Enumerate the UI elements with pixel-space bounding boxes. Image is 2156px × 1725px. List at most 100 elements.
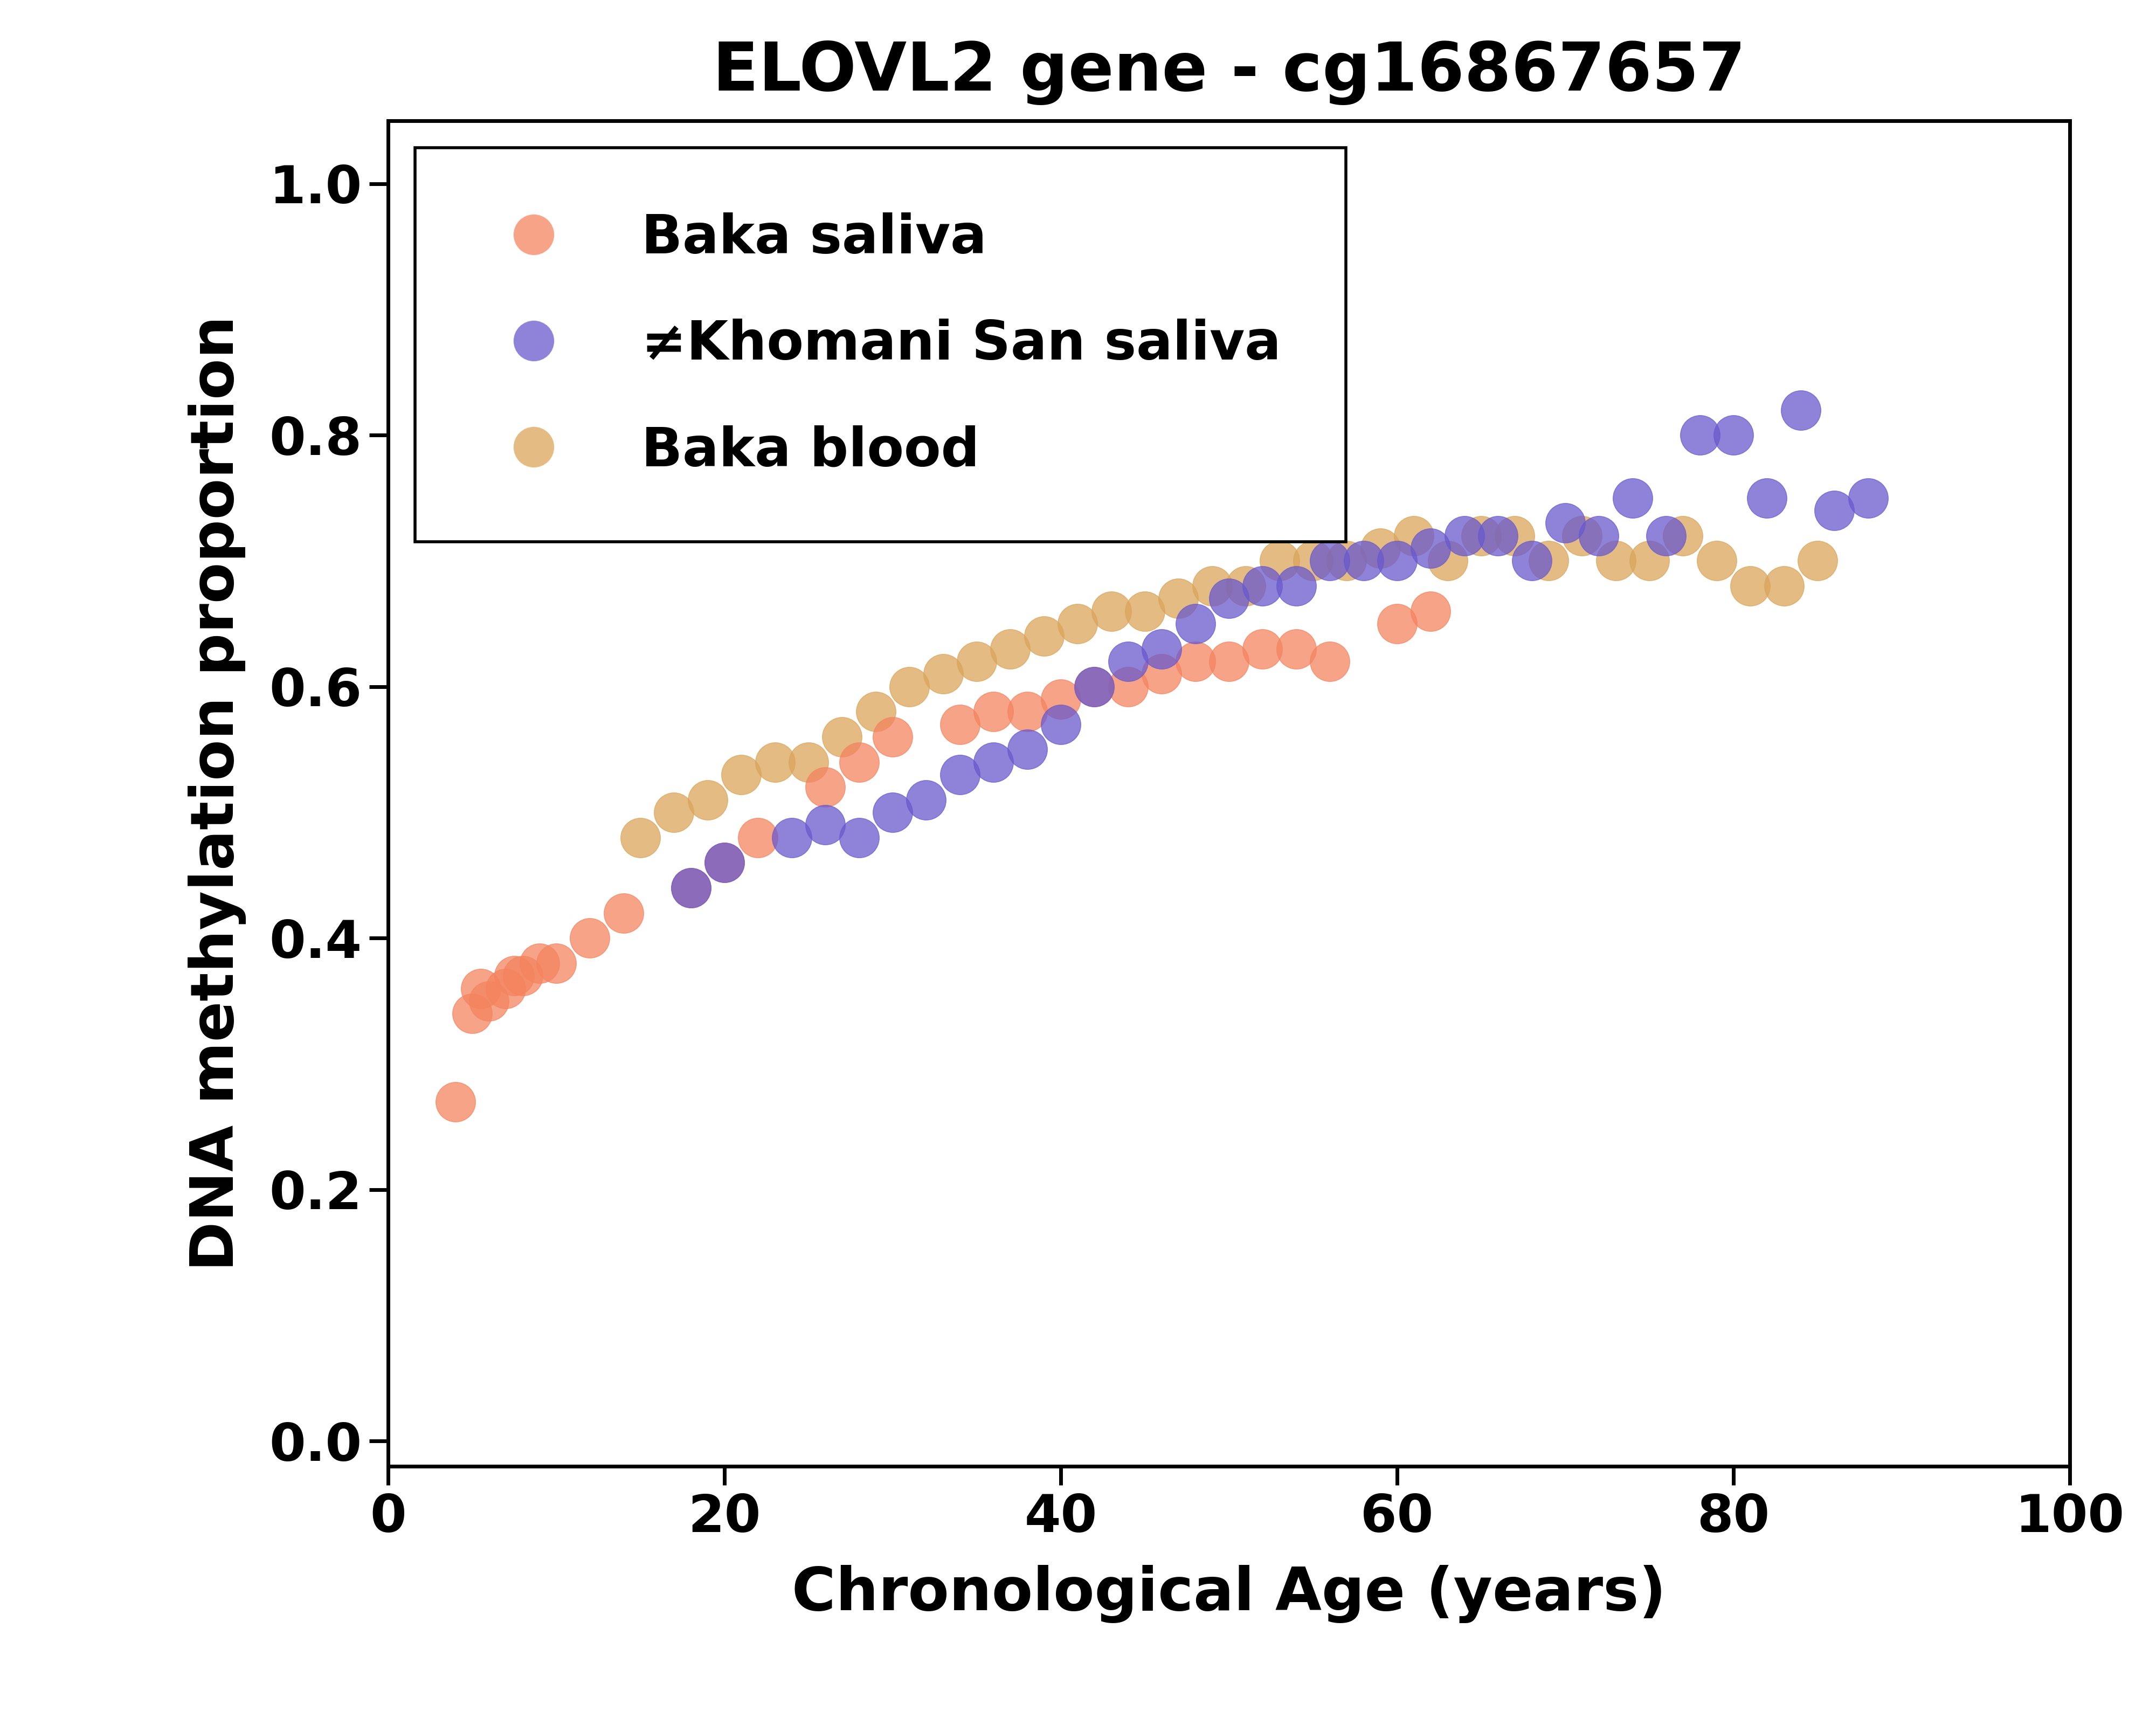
Baka blood (757, 749, 791, 776)
Baka saliva (496, 963, 533, 990)
Baka saliva (1380, 611, 1414, 638)
≠Khomani San saliva (1649, 523, 1684, 550)
Baka blood (724, 761, 759, 788)
Baka saliva (673, 875, 707, 902)
≠Khomani San saliva (1313, 547, 1348, 574)
Baka blood (1464, 523, 1498, 550)
≠Khomani San saliva (1818, 497, 1852, 524)
≠Khomani San saliva (1177, 611, 1212, 638)
Baka blood (1363, 535, 1397, 562)
Baka blood (1061, 611, 1095, 638)
Baka saliva (1078, 673, 1112, 700)
Baka saliva (1246, 635, 1281, 662)
≠Khomani San saliva (1246, 573, 1281, 600)
Baka saliva (1044, 685, 1078, 712)
Baka blood (1330, 547, 1365, 574)
Baka blood (1667, 523, 1701, 550)
≠Khomani San saliva (1212, 585, 1246, 612)
Baka blood (1766, 573, 1800, 600)
Baka saliva (808, 773, 843, 800)
Baka blood (1632, 547, 1667, 574)
Baka saliva (1009, 699, 1044, 726)
Baka saliva (472, 987, 507, 1014)
≠Khomani San saliva (1548, 509, 1583, 536)
≠Khomani San saliva (1145, 635, 1179, 662)
Title: ELOVL2 gene - cg16867657: ELOVL2 gene - cg16867657 (711, 40, 1746, 105)
Baka blood (893, 673, 927, 700)
Baka blood (623, 825, 658, 852)
≠Khomani San saliva (1716, 421, 1751, 448)
Baka saliva (977, 699, 1011, 726)
≠Khomani San saliva (1751, 485, 1785, 512)
Baka blood (791, 749, 826, 776)
Baka saliva (505, 963, 539, 990)
Baka blood (826, 723, 860, 750)
Baka blood (1565, 523, 1600, 550)
Baka saliva (539, 949, 573, 976)
≠Khomani San saliva (1514, 547, 1548, 574)
≠Khomani San saliva (875, 799, 910, 826)
Baka saliva (522, 949, 556, 976)
Legend: Baka saliva, ≠Khomani San saliva, Baka blood: Baka saliva, ≠Khomani San saliva, Baka b… (414, 148, 1345, 542)
Baka saliva (1177, 647, 1212, 674)
≠Khomani San saliva (942, 761, 977, 788)
≠Khomani San saliva (1682, 421, 1716, 448)
Baka saliva (1212, 647, 1246, 674)
Baka blood (1296, 547, 1330, 574)
Baka blood (1531, 547, 1565, 574)
Baka blood (658, 799, 692, 826)
Y-axis label: DNA methylation proportion: DNA methylation proportion (188, 316, 246, 1271)
≠Khomani San saliva (1615, 485, 1649, 512)
≠Khomani San saliva (673, 875, 707, 902)
≠Khomani San saliva (774, 825, 808, 852)
≠Khomani San saliva (1380, 547, 1414, 574)
Baka saliva (438, 1088, 472, 1116)
Baka blood (1598, 547, 1632, 574)
Baka blood (1229, 573, 1263, 600)
≠Khomani San saliva (1850, 485, 1884, 512)
≠Khomani San saliva (1583, 523, 1617, 550)
Baka saliva (942, 711, 977, 738)
Baka blood (1498, 523, 1533, 550)
≠Khomani San saliva (1110, 647, 1145, 674)
Baka blood (925, 661, 959, 688)
Baka blood (959, 647, 994, 674)
Baka blood (994, 635, 1028, 662)
≠Khomani San saliva (1009, 735, 1044, 762)
Baka saliva (841, 749, 875, 776)
Baka blood (1699, 547, 1733, 574)
≠Khomani San saliva (841, 825, 875, 852)
Baka saliva (742, 825, 776, 852)
Baka blood (1093, 597, 1128, 624)
Baka blood (1800, 547, 1835, 574)
Baka saliva (573, 925, 608, 952)
Baka blood (858, 699, 893, 726)
≠Khomani San saliva (1414, 535, 1449, 562)
Baka blood (1194, 573, 1229, 600)
≠Khomani San saliva (977, 749, 1011, 776)
Baka blood (1429, 547, 1464, 574)
Baka saliva (1313, 647, 1348, 674)
Baka saliva (606, 899, 640, 926)
≠Khomani San saliva (1345, 547, 1380, 574)
Baka blood (1261, 547, 1296, 574)
Baka saliva (1414, 597, 1449, 624)
Baka saliva (1279, 635, 1313, 662)
Baka blood (1026, 623, 1061, 650)
Baka saliva (489, 975, 524, 1002)
Baka blood (1397, 523, 1432, 550)
Baka saliva (1145, 661, 1179, 688)
X-axis label: Chronological Age (years): Chronological Age (years) (791, 1565, 1667, 1623)
Baka saliva (464, 975, 498, 1002)
≠Khomani San saliva (1044, 711, 1078, 738)
≠Khomani San saliva (808, 811, 843, 838)
≠Khomani San saliva (707, 849, 742, 876)
Baka saliva (875, 723, 910, 750)
Baka blood (690, 787, 724, 814)
≠Khomani San saliva (1783, 397, 1818, 424)
Baka saliva (455, 1000, 489, 1028)
Baka blood (1733, 573, 1768, 600)
≠Khomani San saliva (1078, 673, 1112, 700)
≠Khomani San saliva (1279, 573, 1313, 600)
≠Khomani San saliva (1481, 523, 1516, 550)
